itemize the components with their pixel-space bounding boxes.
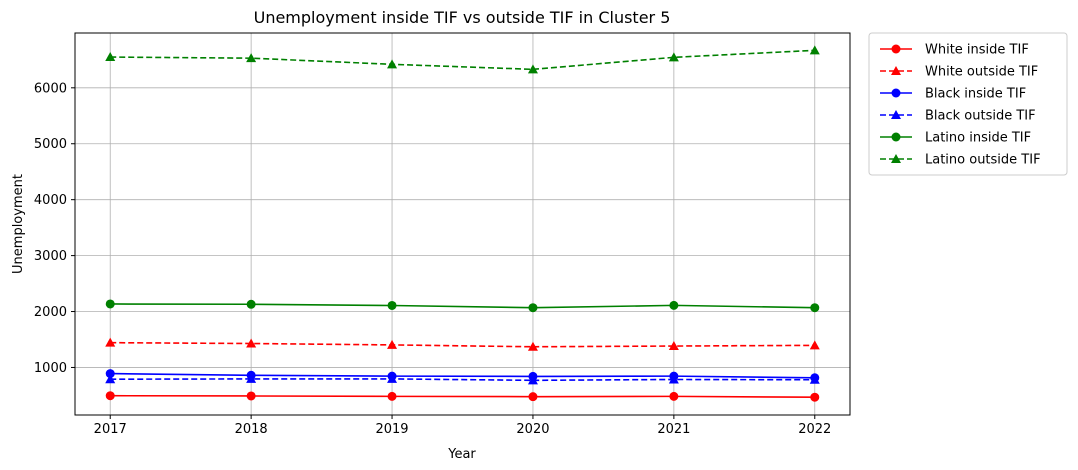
y-tick-label: 1000 xyxy=(34,361,67,376)
x-tick-label: 2019 xyxy=(375,422,408,437)
data-point xyxy=(810,392,820,402)
data-point xyxy=(246,299,256,309)
y-tick-label: 4000 xyxy=(34,193,67,208)
data-point xyxy=(809,45,820,55)
x-tick-label: 2022 xyxy=(798,422,831,437)
data-point xyxy=(105,337,116,347)
series-layer xyxy=(105,45,820,402)
data-point xyxy=(387,339,398,349)
data-point xyxy=(668,52,679,62)
data-point xyxy=(669,300,679,310)
legend-label: Latino inside TIF xyxy=(925,131,1031,146)
data-point xyxy=(528,303,538,313)
legend-marker xyxy=(891,66,901,75)
series-line xyxy=(110,378,815,382)
series-white-inside-tif xyxy=(105,391,820,402)
data-point xyxy=(809,340,820,350)
legend-marker xyxy=(891,44,901,54)
data-point xyxy=(105,52,116,62)
data-point xyxy=(527,64,538,74)
legend-label: Black outside TIF xyxy=(925,109,1036,124)
x-axis-ticks: 2017 2018 2019 2020 2021 2022 xyxy=(94,415,831,437)
series-latino-inside-tif xyxy=(105,299,820,313)
data-point xyxy=(246,338,257,348)
y-tick-label: 5000 xyxy=(34,137,67,152)
legend-label: Black inside TIF xyxy=(925,87,1026,102)
legend-item: White inside TIF xyxy=(880,43,1029,58)
grid xyxy=(75,33,850,415)
x-tick-label: 2017 xyxy=(94,422,127,437)
data-point xyxy=(387,373,398,383)
data-point xyxy=(528,392,538,402)
x-tick-label: 2021 xyxy=(657,422,690,437)
legend-label: Latino outside TIF xyxy=(925,153,1041,168)
data-point xyxy=(809,374,820,384)
legend-label: White inside TIF xyxy=(925,43,1029,58)
y-tick-label: 3000 xyxy=(34,249,67,264)
legend-marker xyxy=(891,110,901,119)
legend-marker xyxy=(891,132,901,142)
data-point xyxy=(810,303,820,313)
series-line xyxy=(110,341,815,348)
data-point xyxy=(668,341,679,351)
series-line xyxy=(110,372,815,379)
data-point xyxy=(105,369,115,379)
legend-item: Black outside TIF xyxy=(880,109,1036,124)
data-point xyxy=(527,341,538,351)
y-tick-label: 6000 xyxy=(34,81,67,96)
chart-title: Unemployment inside TIF vs outside TIF i… xyxy=(254,8,671,27)
data-point xyxy=(669,391,679,401)
data-point xyxy=(105,374,116,384)
data-point xyxy=(527,375,538,385)
y-tick-label: 2000 xyxy=(34,305,67,320)
legend-label: White outside TIF xyxy=(925,65,1038,80)
data-point xyxy=(246,373,257,383)
y-axis-ticks: 1000 2000 3000 4000 5000 6000 xyxy=(34,81,75,376)
legend-item: Black inside TIF xyxy=(880,87,1026,102)
data-point xyxy=(387,300,397,310)
series-black-outside-tif xyxy=(105,373,820,385)
series-line xyxy=(110,303,815,309)
series-line xyxy=(110,49,815,71)
series-line xyxy=(110,394,815,399)
data-point xyxy=(105,299,115,309)
series-latino-outside-tif xyxy=(105,45,820,74)
legend: White inside TIF White outside TIF Black i… xyxy=(868,32,1068,176)
data-point xyxy=(387,391,397,401)
data-point xyxy=(105,391,115,401)
legend-marker xyxy=(891,88,901,98)
x-tick-label: 2018 xyxy=(235,422,268,437)
x-tick-label: 2020 xyxy=(516,422,549,437)
data-point xyxy=(246,391,256,401)
legend-box xyxy=(868,32,1068,176)
legend-marker xyxy=(891,154,901,163)
y-axis-label: Unemployment xyxy=(11,174,26,274)
data-point xyxy=(246,53,257,63)
data-point xyxy=(668,374,679,384)
legend-item: Latino outside TIF xyxy=(880,153,1041,168)
legend-item: Latino inside TIF xyxy=(880,131,1031,146)
x-axis-label: Year xyxy=(447,447,476,462)
series-white-outside-tif xyxy=(105,337,820,351)
data-point xyxy=(387,59,398,69)
plot-frame xyxy=(74,32,851,416)
legend-item: White outside TIF xyxy=(880,65,1038,80)
